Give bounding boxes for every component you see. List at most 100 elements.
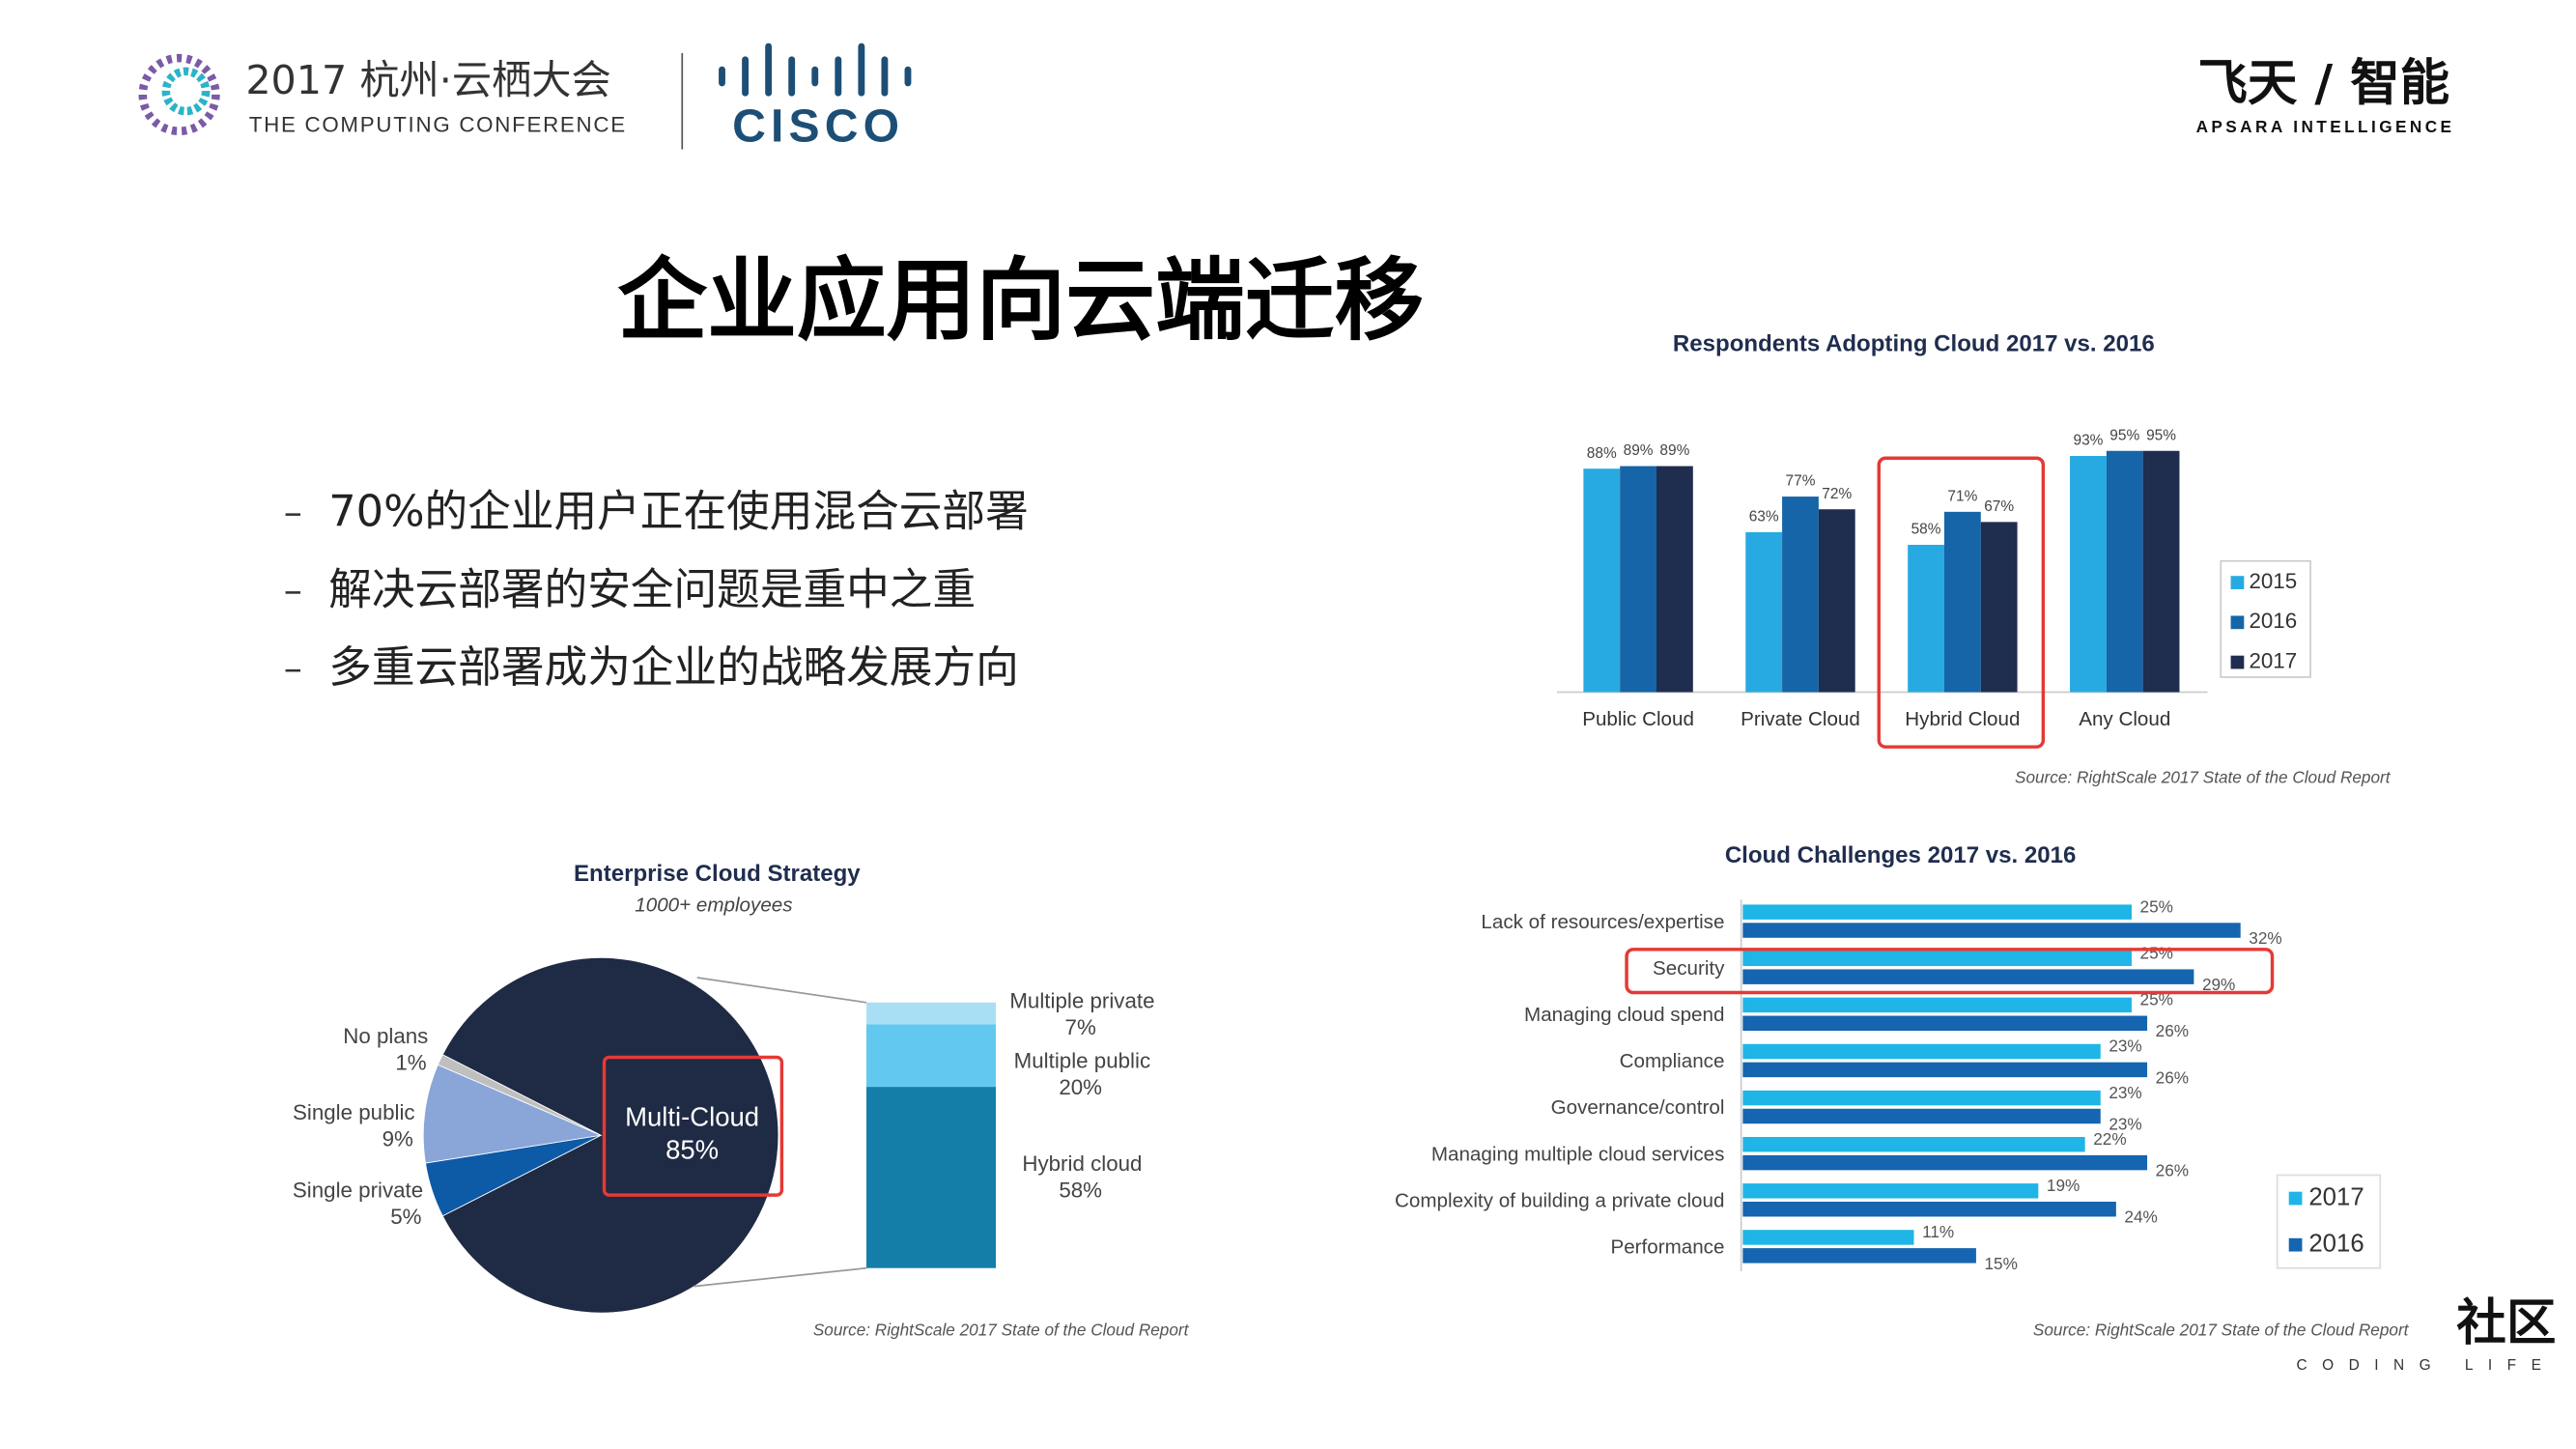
y-tick-label: Governance/control [1551,1096,1725,1119]
slide-title: 企业应用向云端迁移 [617,248,1424,353]
breakdown-segment [866,1087,997,1268]
bar [1620,466,1656,693]
legend-swatch [2230,655,2245,669]
logo-dots [138,53,220,136]
bar [1908,545,1944,693]
legend-swatch [2230,576,2245,589]
slice-value: 9% [382,1126,413,1151]
chart-subtitle: 1000+ employees [635,895,792,917]
y-tick-label: Lack of resources/expertise [1481,911,1724,933]
slice-value: 5% [390,1205,421,1229]
legend-box [2276,1174,2382,1269]
data-label: 71% [1947,488,1977,504]
bar [1742,1043,2101,1060]
pie-slice [422,1064,603,1164]
bar [1742,1108,2101,1124]
breakdown-segment [866,1002,997,1025]
data-label: 95% [2146,427,2176,443]
data-label: 72% [1822,486,1852,502]
data-label: 89% [1624,442,1654,459]
charts: Respondents Adopting Cloud 2017 vs. 2016… [293,331,2410,1340]
bar [1742,1183,2039,1199]
bullet-text: 多重云部署成为企业的战略发展方向 [328,642,1019,693]
breakdown-value: 7% [1065,1015,1096,1039]
slice-value: 1% [395,1050,426,1074]
brand-logo: 飞天 / 智能 [2197,54,2449,112]
cisco-bars [719,43,912,97]
bar [2106,450,2143,693]
legend-swatch [2288,1191,2303,1206]
y-tick-label: Compliance [1620,1050,1725,1072]
slice-label: No plans [343,1024,428,1048]
partner-logo: CISCO [732,100,904,153]
event-subtitle: THE COMPUTING CONFERENCE [249,112,627,136]
data-label: 26% [2156,1161,2189,1180]
bar [1782,497,1819,693]
breakdown-value: 58% [1059,1179,1102,1203]
y-tick-label: Complexity of building a private cloud [1395,1189,1724,1211]
x-tick-label: Any Cloud [2079,708,2170,730]
bar [1742,1062,2148,1078]
bar [1742,923,2241,938]
legend-label: 2015 [2249,569,2297,593]
bar [1943,511,1981,693]
data-label: 25% [2140,896,2173,916]
slice-value: 85% [665,1135,719,1165]
data-label: 29% [2202,975,2235,994]
bullet-text: 70%的企业用户正在使用混合云部署 [328,487,1028,537]
legend-swatch [2230,615,2245,630]
brand-subtitle: APSARA INTELLIGENCE [2196,117,2455,136]
logo-dots [161,67,211,116]
data-label: 77% [1786,473,1816,490]
highlight-box [602,1055,784,1197]
bar [1742,1136,2085,1152]
legend-label: 2017 [2249,648,2297,672]
y-tick-label: Performance [1610,1236,1724,1259]
x-tick-label: Private Cloud [1741,708,1860,730]
bar [1742,969,2194,984]
pie-slice [441,956,779,1314]
data-label: 23% [2109,1083,2141,1102]
watermark-tagline: CODING LIFE [2297,1357,2557,1374]
data-label: 89% [1659,442,1689,459]
x-tick-label: Hybrid Cloud [1905,708,2020,730]
breakdown-label: Hybrid cloud [1022,1151,1142,1176]
breakdown-label: Multiple private [1009,989,1154,1013]
bar [1742,1154,2148,1171]
highlight-box [1625,948,2275,995]
bar [1742,1015,2148,1032]
bar [1980,522,2018,693]
y-tick-label: Managing multiple cloud services [1431,1143,1725,1165]
bar [1583,469,1621,693]
y-tick-label: Security [1653,957,1725,980]
legend-label: 2016 [2308,1230,2364,1257]
bar [1742,904,2132,920]
bar [1818,509,1855,693]
data-label: 26% [2156,1067,2189,1087]
chart-title: Enterprise Cloud Strategy [574,861,861,887]
highlight-box [1877,456,2046,749]
data-label: 95% [2109,427,2139,443]
chart-source: Source: RightScale 2017 State of the Clo… [2015,767,2392,786]
watermark: 社区 [2456,1294,2556,1352]
pie-slice [437,1054,602,1136]
bar [2070,456,2107,693]
x-tick-label: Public Cloud [1582,708,1694,730]
data-label: 23% [2109,1037,2141,1056]
data-label: 58% [1911,522,1941,538]
bar [1745,531,1783,693]
chart-title: Cloud Challenges 2017 vs. 2016 [1725,842,2077,868]
bar [1742,1090,2101,1106]
slice-label: Single public [293,1100,415,1124]
bar [1656,466,1693,693]
chart-source: Source: RightScale 2017 State of the Clo… [813,1321,1190,1340]
bar [1742,997,2132,1013]
data-label: 25% [2140,990,2173,1009]
data-label: 67% [1984,498,2014,515]
y-tick-label: Managing cloud spend [1524,1004,1724,1026]
bar [1742,1201,2116,1217]
conference-logo [138,53,220,136]
slice-label: Multi-Cloud [625,1101,759,1131]
data-label: 26% [2156,1021,2189,1040]
